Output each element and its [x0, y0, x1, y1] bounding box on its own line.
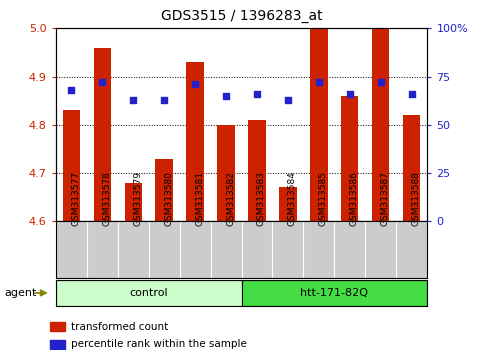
Point	[191, 81, 199, 87]
Text: transformed count: transformed count	[71, 322, 168, 332]
Bar	[50, 322, 65, 331]
Text: htt-171-82Q: htt-171-82Q	[300, 288, 369, 298]
Text: percentile rank within the sample: percentile rank within the sample	[71, 339, 246, 349]
Text: GSM313578: GSM313578	[102, 171, 111, 226]
Bar	[50, 340, 65, 349]
Point	[67, 87, 75, 93]
Point	[129, 97, 137, 103]
Point	[377, 80, 385, 85]
Bar	[242, 280, 427, 306]
Text: GSM313577: GSM313577	[71, 171, 80, 226]
Text: control: control	[129, 288, 168, 298]
Bar	[217, 125, 235, 221]
Text: GSM313582: GSM313582	[226, 171, 235, 226]
Bar	[280, 188, 297, 221]
Bar	[341, 96, 358, 221]
Text: GDS3515 / 1396283_at: GDS3515 / 1396283_at	[161, 9, 322, 23]
Text: agent: agent	[5, 288, 37, 298]
Bar	[125, 183, 142, 221]
Bar	[372, 28, 389, 221]
Text: GSM313579: GSM313579	[133, 171, 142, 226]
Text: GSM313584: GSM313584	[288, 171, 297, 226]
Bar	[156, 159, 172, 221]
Bar	[56, 280, 242, 306]
Text: GSM313587: GSM313587	[381, 171, 390, 226]
Bar	[403, 115, 421, 221]
Point	[408, 91, 416, 97]
Point	[222, 93, 230, 99]
Bar	[62, 110, 80, 221]
Bar	[94, 47, 111, 221]
Text: GSM313581: GSM313581	[195, 171, 204, 226]
Text: GSM313585: GSM313585	[319, 171, 328, 226]
Text: GSM313583: GSM313583	[257, 171, 266, 226]
Point	[253, 91, 261, 97]
Point	[346, 91, 354, 97]
Point	[284, 97, 292, 103]
Bar	[248, 120, 266, 221]
Text: GSM313580: GSM313580	[164, 171, 173, 226]
Text: GSM313586: GSM313586	[350, 171, 359, 226]
Point	[160, 97, 168, 103]
Text: GSM313588: GSM313588	[412, 171, 421, 226]
Point	[98, 80, 106, 85]
Bar	[186, 62, 203, 221]
Bar	[311, 28, 327, 221]
Point	[315, 80, 323, 85]
